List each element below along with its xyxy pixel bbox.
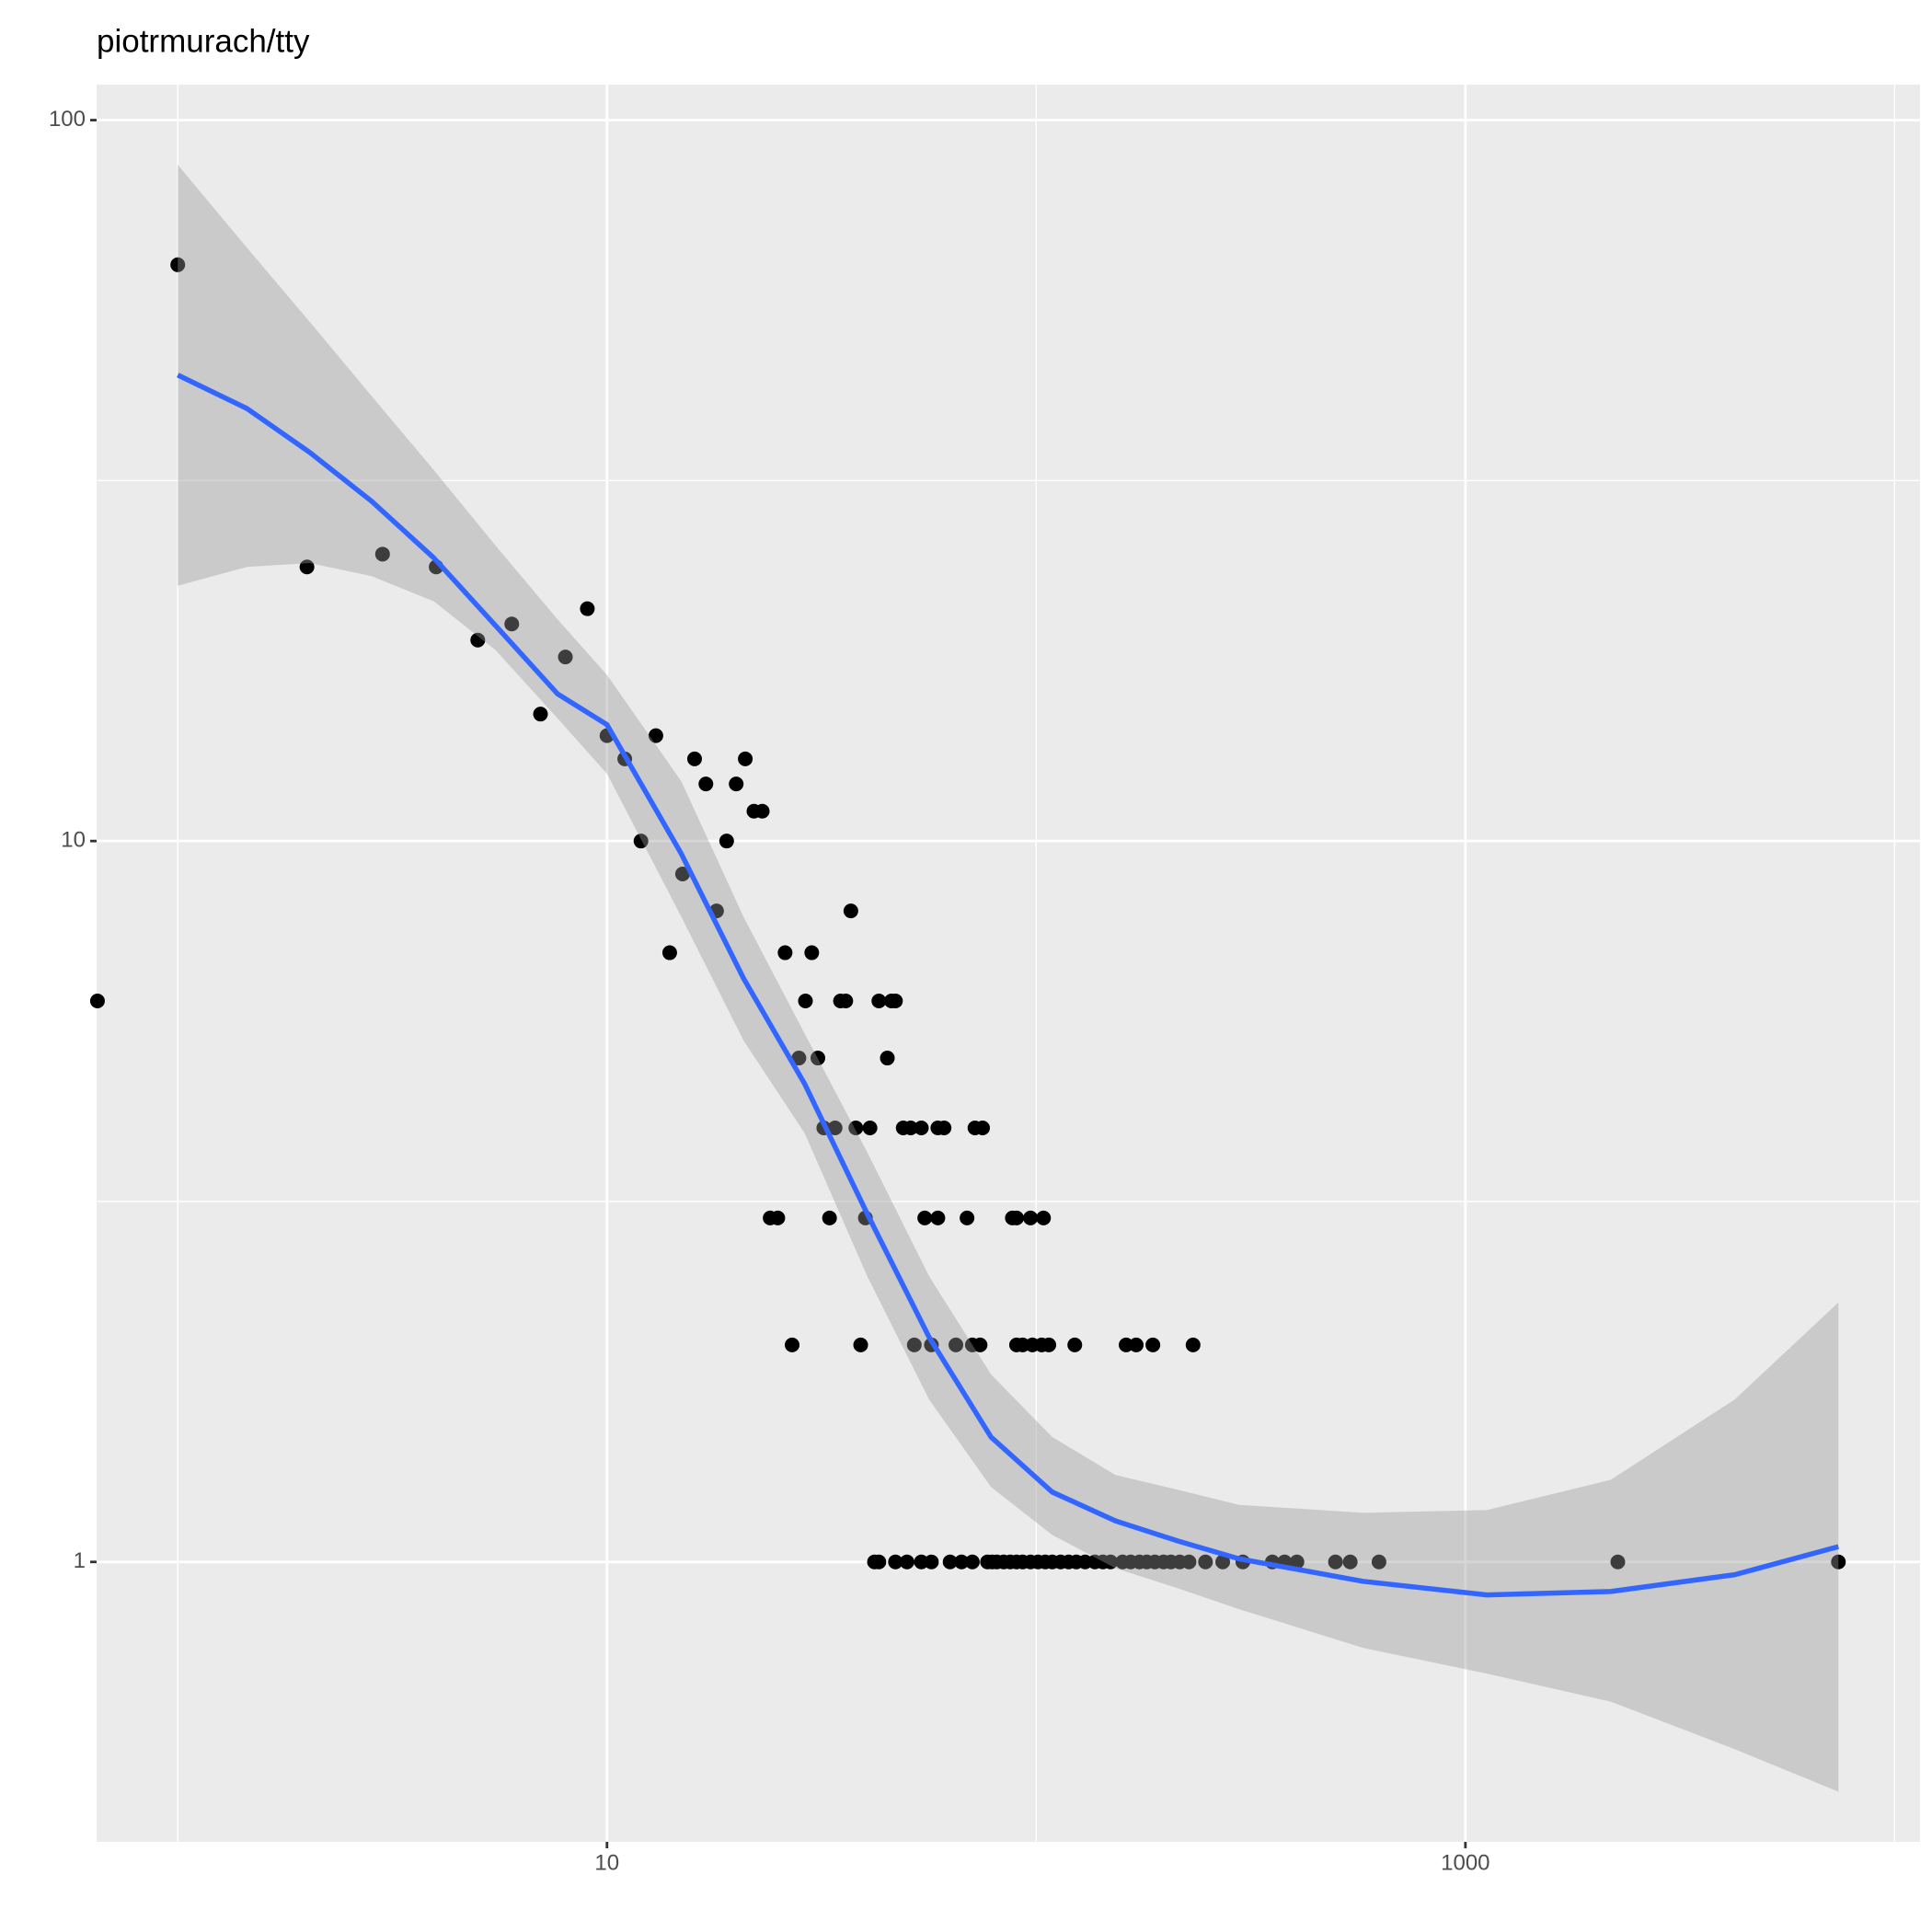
x-tick-label: 10 xyxy=(594,1850,619,1875)
point xyxy=(1023,1210,1039,1225)
point xyxy=(1145,1337,1161,1352)
point xyxy=(822,1210,837,1225)
point xyxy=(914,1120,929,1135)
point xyxy=(698,776,714,792)
point xyxy=(729,776,744,792)
point xyxy=(1289,1554,1305,1570)
point xyxy=(170,257,186,272)
point xyxy=(811,1051,826,1066)
point xyxy=(903,1120,918,1135)
point xyxy=(827,1120,843,1135)
point xyxy=(1103,1554,1119,1570)
point xyxy=(960,1210,975,1225)
point xyxy=(648,728,663,743)
point xyxy=(871,1554,887,1570)
point xyxy=(1185,1337,1201,1352)
confidence-band xyxy=(178,165,1839,1792)
point xyxy=(880,1051,895,1066)
y-tick-label: 100 xyxy=(49,107,86,132)
point xyxy=(954,1554,970,1570)
point xyxy=(674,867,690,882)
point xyxy=(738,751,753,766)
point xyxy=(661,945,677,960)
point xyxy=(1008,1210,1024,1225)
point xyxy=(1342,1554,1358,1570)
point xyxy=(470,632,486,648)
y-tick-label: 10 xyxy=(61,828,86,853)
point xyxy=(719,834,734,849)
point xyxy=(937,1120,952,1135)
point xyxy=(871,993,887,1008)
point xyxy=(791,1051,807,1066)
point xyxy=(942,1554,958,1570)
y-tick-label: 1 xyxy=(74,1548,86,1573)
point xyxy=(862,1120,878,1135)
point xyxy=(1215,1554,1231,1570)
point xyxy=(917,1210,933,1225)
point xyxy=(899,1554,914,1570)
point xyxy=(964,1554,980,1570)
point xyxy=(848,1120,864,1135)
point xyxy=(1067,1337,1083,1352)
point xyxy=(770,1210,786,1225)
point xyxy=(1610,1554,1626,1570)
point xyxy=(888,993,903,1008)
point xyxy=(1371,1554,1386,1570)
point xyxy=(930,1210,946,1225)
chart-title: piotrmurach/tty xyxy=(97,23,310,59)
point xyxy=(777,945,793,960)
point xyxy=(888,1554,903,1570)
point xyxy=(924,1554,939,1570)
point xyxy=(853,1337,868,1352)
point xyxy=(1119,1337,1134,1352)
point xyxy=(1328,1554,1343,1570)
point xyxy=(504,616,520,632)
point xyxy=(89,993,105,1008)
point xyxy=(1198,1554,1213,1570)
point xyxy=(558,650,573,665)
panel xyxy=(97,85,1920,1842)
smooth-line xyxy=(177,373,1839,1598)
point xyxy=(838,993,854,1008)
point xyxy=(785,1337,800,1352)
point xyxy=(1129,1337,1144,1352)
point xyxy=(633,834,649,849)
point xyxy=(949,1337,964,1352)
point xyxy=(374,546,390,562)
point xyxy=(914,1554,929,1570)
point xyxy=(533,707,548,722)
point xyxy=(1831,1554,1846,1570)
point xyxy=(798,993,813,1008)
point xyxy=(299,559,315,575)
point xyxy=(906,1337,922,1352)
point xyxy=(804,945,820,960)
point xyxy=(972,1337,988,1352)
x-tick-label: 1000 xyxy=(1441,1850,1489,1875)
point xyxy=(580,601,595,616)
point xyxy=(686,751,702,766)
point xyxy=(754,803,770,819)
point xyxy=(1181,1554,1197,1570)
point xyxy=(975,1120,991,1135)
point xyxy=(1036,1210,1052,1225)
point xyxy=(843,903,858,919)
point xyxy=(1041,1337,1057,1352)
